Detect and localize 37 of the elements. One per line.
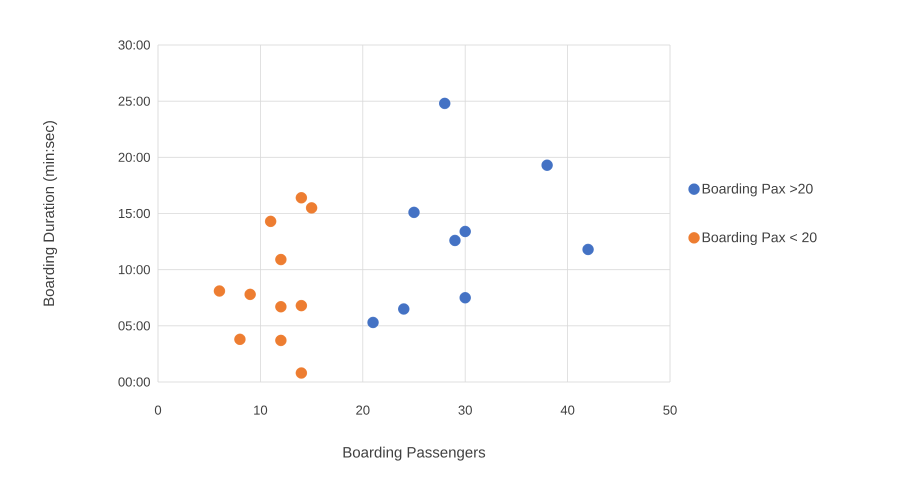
x-tick-label: 30 — [458, 406, 472, 415]
y-tick-label: 00:00 — [118, 377, 150, 387]
point — [306, 202, 318, 214]
x-tick-label: 40 — [560, 406, 574, 415]
point — [449, 234, 461, 246]
point — [244, 288, 256, 300]
point — [275, 254, 287, 266]
y-tick-label: 10:00 — [118, 265, 150, 274]
point — [275, 334, 287, 346]
y-tick-label: 30:00 — [118, 40, 150, 50]
y-tick-label: 15:00 — [118, 208, 150, 218]
point — [264, 216, 276, 228]
point — [275, 301, 287, 312]
point — [582, 244, 594, 256]
point — [296, 367, 308, 379]
point — [367, 316, 379, 328]
point — [408, 206, 420, 218]
x-tick-label: 50 — [663, 406, 677, 415]
x-tick-label: 20 — [356, 406, 370, 415]
point — [460, 292, 471, 304]
x-tick-label: 10 — [254, 406, 268, 415]
point — [541, 160, 553, 171]
point — [234, 334, 246, 346]
point — [214, 285, 226, 297]
point — [296, 300, 308, 312]
legend-label: Boarding Pax < 20 — [702, 232, 817, 246]
y-tick-label: 05:00 — [118, 321, 150, 330]
y-axis-title: Boarding Duration (min:sec) — [43, 121, 58, 306]
point — [439, 98, 450, 110]
point — [398, 303, 410, 315]
x-axis-title: Boarding Passengers — [344, 446, 486, 461]
point — [296, 192, 308, 204]
point — [460, 226, 471, 238]
legend-label: Boarding Pax >20 — [702, 183, 813, 196]
y-tick-label: 25:00 — [118, 96, 150, 106]
x-tick-label: 0 — [154, 406, 162, 415]
y-tick-label: 20:00 — [118, 152, 150, 162]
